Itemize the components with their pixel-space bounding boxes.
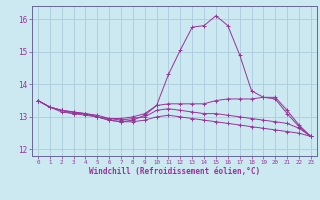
X-axis label: Windchill (Refroidissement éolien,°C): Windchill (Refroidissement éolien,°C) <box>89 167 260 176</box>
